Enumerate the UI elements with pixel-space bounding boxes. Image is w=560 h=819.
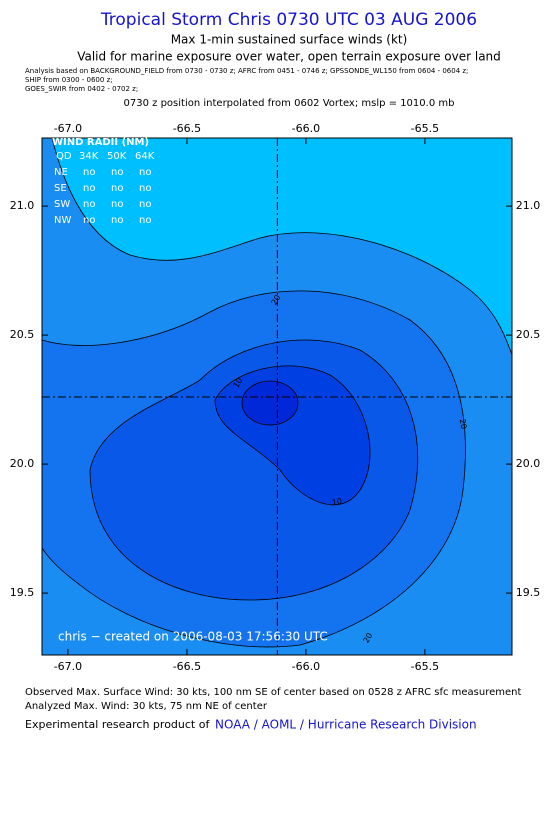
x-tick-label: -67.0 <box>54 122 82 135</box>
radii-header: QD <box>56 151 72 162</box>
radii-cell: no <box>139 199 151 210</box>
y-tick-label: 21.0 <box>516 199 541 212</box>
radii-cell: SE <box>54 183 67 194</box>
product-link[interactable]: NOAA / AOML / Hurricane Research Divisio… <box>215 718 477 732</box>
radii-cell: no <box>139 167 151 178</box>
radii-cell: SW <box>54 199 70 210</box>
radii-header: 64K <box>135 151 155 162</box>
contour-label: 20 <box>458 418 469 430</box>
radii-cell: no <box>83 215 95 226</box>
analysis-line: Analysis based on BACKGROUND_FIELD from … <box>25 67 468 75</box>
region <box>51 138 512 356</box>
contour-label: 10 <box>232 376 245 389</box>
y-tick-label: 20.5 <box>10 328 35 341</box>
radii-cell: no <box>111 215 123 226</box>
subtitle: Max 1-min sustained surface winds (kt) <box>171 33 408 47</box>
contour-label: 20 <box>362 631 375 644</box>
radii-cell: no <box>139 183 151 194</box>
contour-label: 20 <box>270 293 283 306</box>
contour-label: 10 <box>331 497 343 508</box>
region <box>241 380 299 426</box>
radii-cell: no <box>111 183 123 194</box>
radii-header: 34K <box>79 151 99 162</box>
y-tick-label: 19.5 <box>516 586 541 599</box>
radii-cell: no <box>111 199 123 210</box>
radii-table: QD 34K 50K 64K NE no no no SE no no no SW no no no NW no n… <box>54 151 155 226</box>
x-tick-label: -66.0 <box>292 660 320 673</box>
radii-cell: no <box>83 167 95 178</box>
analysis-line: SHIP from 0300 - 0600 z; <box>25 76 113 84</box>
radii-cell: no <box>139 215 151 226</box>
radii-header: 50K <box>107 151 127 162</box>
y-tick-label: 19.5 <box>10 586 35 599</box>
x-tick-label: -65.5 <box>411 660 439 673</box>
validity: Valid for marine exposure over water, op… <box>77 50 501 64</box>
radii-cell: no <box>83 199 95 210</box>
y-tick-label: 20.0 <box>516 457 541 470</box>
axes: -67.0 -67.0 -66.5 -66.5 -66.0 -66.0 -65.5 -65.5… <box>10 122 541 673</box>
product-prefix: Experimental research product of <box>25 718 210 731</box>
analysis-line: GOES_SWIR from 0402 - 0702 z; <box>25 85 138 93</box>
x-tick-label: -66.5 <box>173 660 201 673</box>
analyzed: Analyzed Max. Wind: 30 kts, 75 nm NE of … <box>25 701 268 712</box>
radii-cell: NW <box>54 215 71 226</box>
radii-cell: no <box>83 183 95 194</box>
position-note: 0730 z position interpolated from 0602 V… <box>124 98 455 109</box>
radii-cell: NE <box>54 167 68 178</box>
y-tick-label: 20.5 <box>516 328 541 341</box>
credit: chris − created on 2006-08-03 17:56:30 U… <box>58 630 328 644</box>
radii-cell: no <box>111 167 123 178</box>
x-tick-label: -65.5 <box>411 122 439 135</box>
title: Tropical Storm Chris 0730 UTC 03 AUG 200… <box>100 10 477 30</box>
x-tick-label: -66.5 <box>173 122 201 135</box>
x-tick-label: -67.0 <box>54 660 82 673</box>
x-tick-label: -66.0 <box>292 122 320 135</box>
y-tick-label: 20.0 <box>10 457 35 470</box>
observed: Observed Max. Surface Wind: 30 kts, 100 … <box>25 687 522 698</box>
y-tick-label: 21.0 <box>10 199 35 212</box>
radii-title: WIND RADII (NM) <box>52 137 149 148</box>
